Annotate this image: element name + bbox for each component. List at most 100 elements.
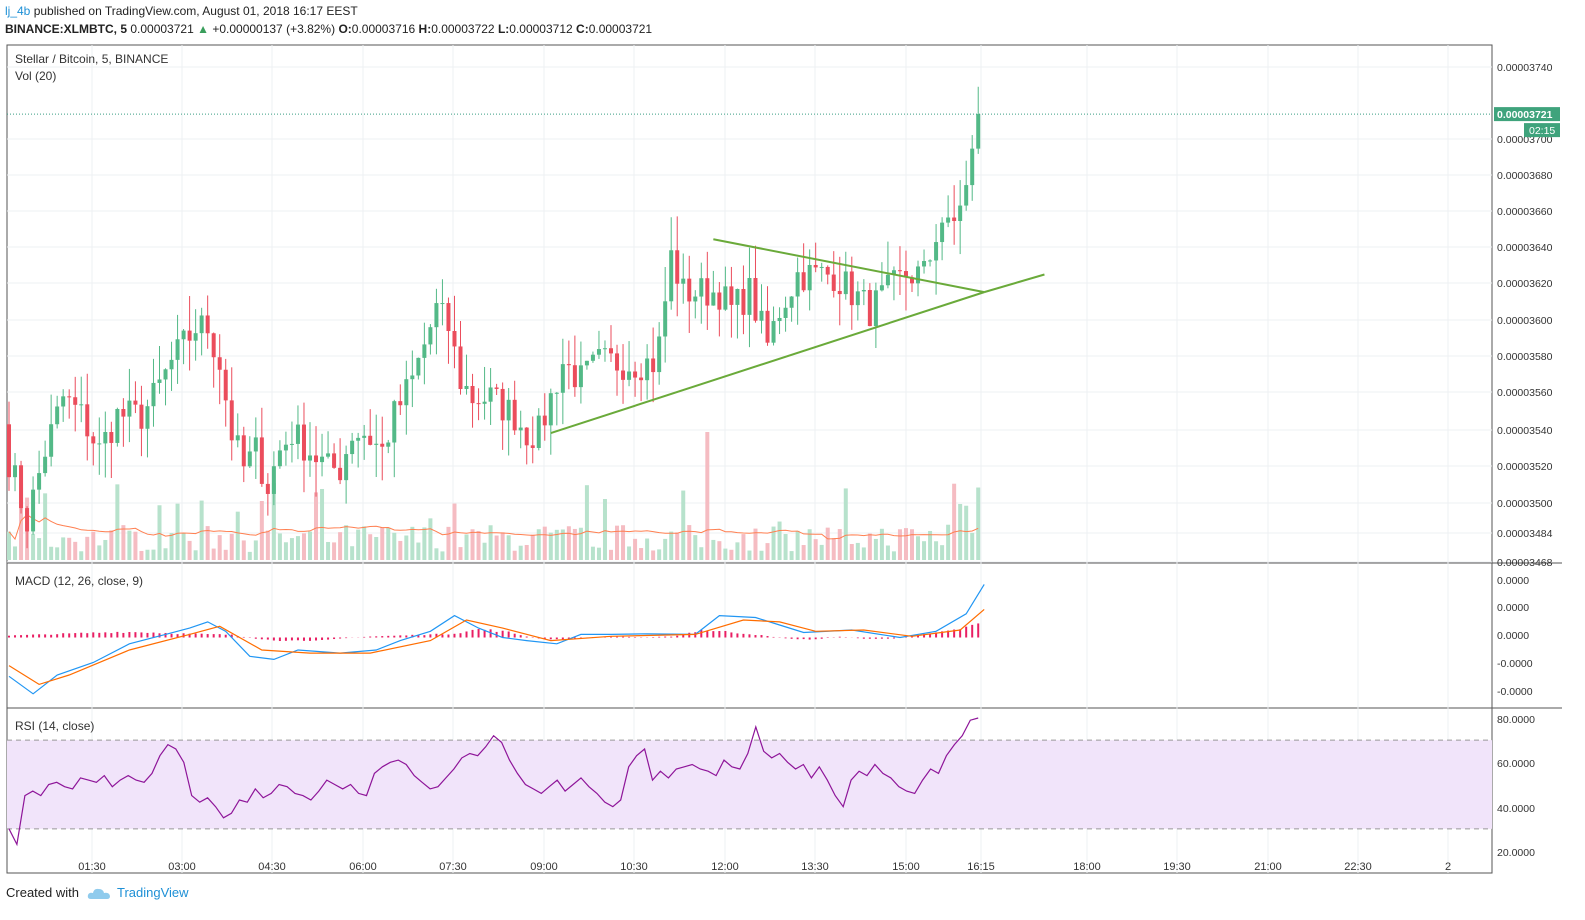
candle-body: [819, 266, 824, 268]
volume-bar: [621, 525, 626, 560]
volume-bar: [524, 544, 529, 560]
candle-body: [795, 272, 800, 297]
volume-bar: [596, 547, 601, 560]
rsi-tick-label: 80.0000: [1497, 714, 1535, 726]
candle-body: [338, 467, 343, 481]
x-tick-label: 01:30: [78, 861, 106, 873]
candle-body: [609, 348, 613, 354]
volume-bar: [85, 536, 90, 560]
candle-body: [103, 432, 108, 444]
volume-bar: [801, 545, 806, 560]
candle-body: [43, 456, 48, 474]
volume-bar: [247, 551, 252, 560]
volume-bar: [380, 527, 385, 560]
up-arrow-icon: ▲: [197, 22, 209, 36]
rsi-tick-label: 60.0000: [1497, 758, 1535, 770]
candle-body: [512, 399, 517, 431]
candle-body: [253, 437, 258, 452]
x-tick-label: 03:00: [168, 861, 196, 873]
volume-bar: [169, 533, 174, 560]
volume-bar: [91, 531, 96, 560]
volume-bar: [476, 530, 481, 560]
candle-body: [717, 292, 722, 310]
volume-bar: [79, 551, 84, 560]
volume-bar: [235, 511, 240, 560]
candle-body: [910, 277, 914, 284]
candle-body: [13, 465, 18, 478]
volume-bar: [470, 529, 475, 560]
candle-body: [759, 310, 764, 321]
volume-bar: [61, 537, 66, 560]
x-tick-label: 06:00: [349, 861, 377, 873]
candle-body: [259, 437, 264, 484]
candle-body: [958, 205, 963, 221]
volume-bar: [578, 527, 583, 560]
rsi-legend: RSI (14, close): [15, 719, 94, 733]
volume-bar: [428, 518, 433, 560]
volume-bar: [807, 529, 812, 560]
volume-bar: [283, 542, 288, 560]
candle-body: [542, 415, 547, 426]
volume-bar: [940, 545, 945, 560]
macd-line: [8, 584, 985, 695]
volume-bar: [67, 537, 72, 560]
candle-body: [741, 288, 746, 315]
candle-body: [843, 271, 848, 295]
volume-bar: [368, 534, 373, 560]
candle-body: [560, 364, 565, 393]
candle-body: [693, 296, 698, 302]
candle-body: [151, 382, 156, 407]
candle-body: [964, 185, 969, 206]
candle-body: [916, 266, 921, 284]
volume-bar: [31, 533, 36, 560]
volume-bar: [416, 542, 421, 560]
author-link[interactable]: lj_4b: [5, 4, 31, 18]
volume-bar: [903, 528, 908, 560]
volume-bar: [440, 551, 445, 560]
candle-body: [241, 435, 246, 467]
candle-body: [476, 403, 481, 405]
candle-body: [374, 443, 379, 445]
last-price-tag: [1494, 107, 1560, 122]
volume-bar: [271, 483, 276, 560]
volume-bar: [783, 534, 788, 560]
volume-bar: [199, 500, 204, 560]
candle-body: [422, 344, 427, 358]
candle-body: [777, 317, 782, 322]
volume-bar: [482, 542, 487, 560]
candle-body: [283, 444, 288, 451]
volume-bar: [548, 532, 553, 560]
volume-bar: [536, 529, 541, 560]
candle-body: [314, 455, 319, 463]
candle-body: [205, 315, 210, 334]
volume-bar: [976, 487, 981, 560]
candle-body: [109, 432, 114, 443]
candle-body: [404, 379, 409, 406]
volume-bar: [813, 539, 818, 560]
candle-body: [295, 424, 300, 444]
last-price: 0.00003721: [130, 22, 194, 36]
y-tick-label: 0.00003680: [1497, 170, 1553, 182]
y-tick-label: 0.00003468: [1497, 557, 1553, 569]
candle-body: [657, 336, 662, 373]
candle-body: [976, 114, 981, 149]
volume-bar: [211, 548, 216, 560]
volume-bar: [464, 534, 469, 560]
candle-body: [217, 357, 222, 370]
volume-bar: [229, 533, 234, 560]
candle-body: [380, 443, 385, 447]
candle-body: [687, 278, 692, 302]
volume-bar: [819, 544, 824, 560]
y-tick-label: 0.00003540: [1497, 425, 1553, 437]
volume-bar: [386, 527, 391, 560]
volume-bar: [133, 531, 138, 560]
tradingview-link[interactable]: TradingView: [116, 885, 189, 900]
candle-body: [861, 290, 866, 292]
x-tick-label: 2: [1445, 861, 1451, 873]
rsi-tick-label: 40.0000: [1497, 803, 1535, 815]
candle-body: [187, 330, 192, 341]
volume-bar: [825, 527, 830, 560]
volume-bar: [422, 527, 427, 560]
volume-bar: [181, 533, 186, 560]
